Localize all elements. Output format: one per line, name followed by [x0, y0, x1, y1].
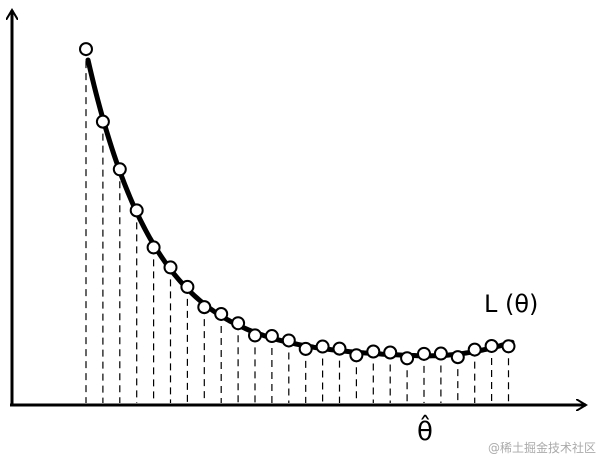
sample-point	[366, 344, 381, 359]
sample-point	[231, 316, 246, 331]
sample-point	[433, 346, 448, 361]
sample-point	[146, 240, 161, 255]
sample-point	[197, 300, 212, 315]
dashed-lines	[85, 49, 510, 403]
sample-point	[383, 345, 398, 360]
sample-point	[315, 339, 330, 354]
sample-point	[248, 328, 262, 343]
loss-curve	[85, 57, 515, 359]
curve-label: L (θ)	[484, 290, 538, 318]
sample-point	[112, 162, 127, 177]
x-marker: θ̂	[417, 413, 433, 447]
sample-point	[501, 339, 516, 354]
sample-point	[450, 350, 465, 365]
sample-point	[163, 260, 178, 275]
sample-point	[467, 342, 482, 357]
sample-point	[298, 341, 313, 356]
sample-point	[417, 346, 431, 361]
sample-point	[281, 333, 296, 348]
sample-point	[79, 42, 93, 57]
sample-point	[484, 338, 499, 353]
sample-point	[400, 351, 415, 366]
sample-point	[180, 279, 195, 294]
sample-point	[129, 203, 144, 218]
sample-points	[79, 42, 516, 366]
sample-point	[264, 329, 279, 344]
sample-point	[214, 306, 229, 321]
sample-point	[95, 114, 110, 129]
sample-point	[349, 348, 364, 363]
sample-point	[332, 341, 347, 356]
watermark: @稀土掘金技术社区	[488, 440, 596, 455]
